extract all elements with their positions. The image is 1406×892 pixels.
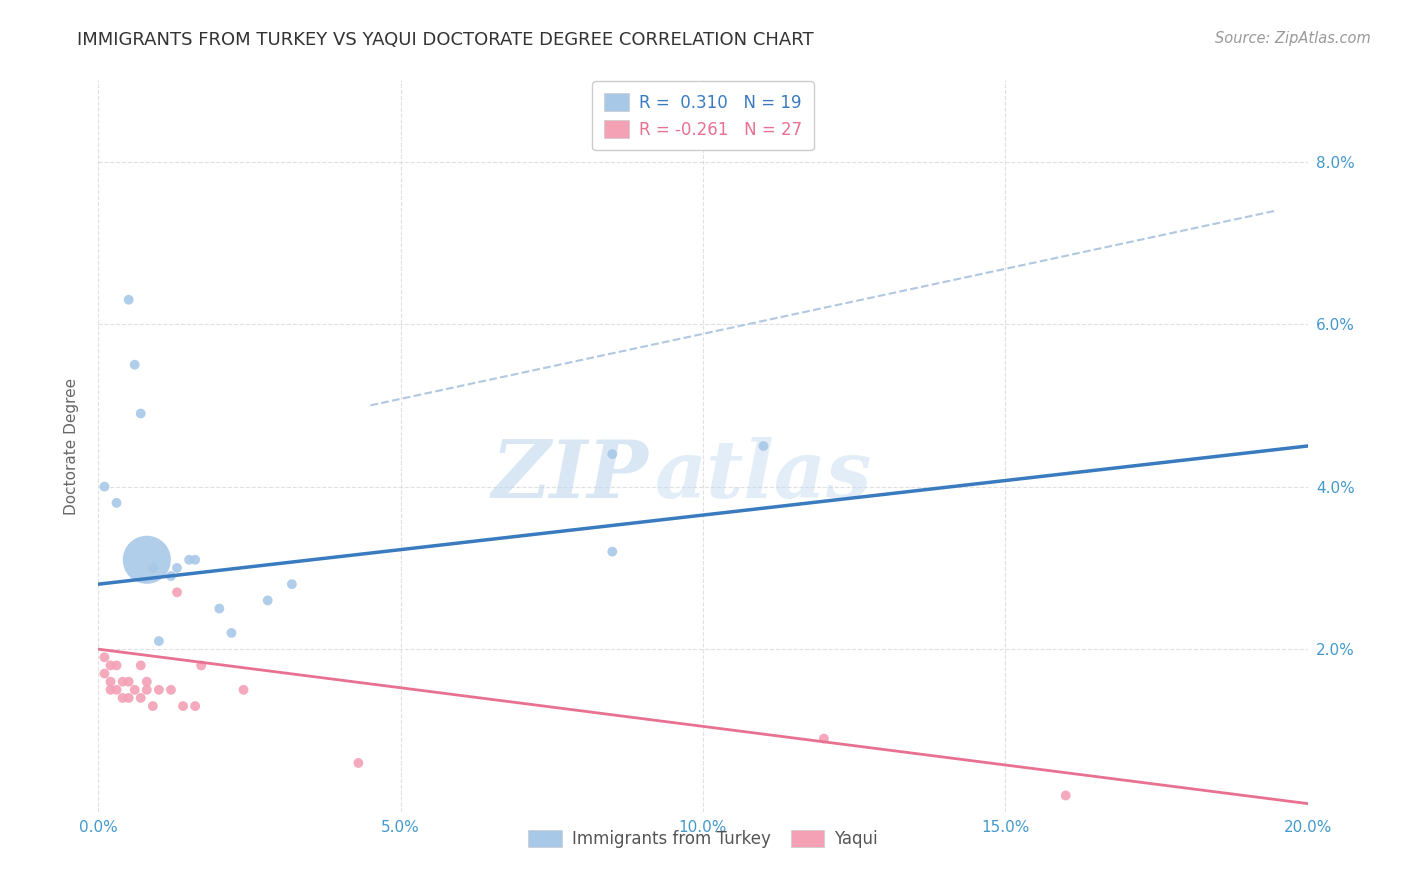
Point <box>129 407 152 421</box>
Point <box>166 561 188 575</box>
Text: atlas: atlas <box>655 436 872 514</box>
Point <box>347 756 370 770</box>
Point <box>208 601 231 615</box>
Point <box>93 480 115 494</box>
Point <box>93 666 115 681</box>
Point <box>105 682 128 697</box>
Point <box>813 731 835 746</box>
Point <box>232 682 254 697</box>
Y-axis label: Doctorate Degree: Doctorate Degree <box>65 377 79 515</box>
Point <box>135 553 157 567</box>
Legend: R =  0.310   N = 19, R = -0.261   N = 27: R = 0.310 N = 19, R = -0.261 N = 27 <box>592 81 814 150</box>
Point <box>135 682 157 697</box>
Point <box>129 658 152 673</box>
Point <box>184 699 207 714</box>
Point <box>256 593 278 607</box>
Point <box>179 553 201 567</box>
Point <box>100 674 122 689</box>
Point <box>184 553 207 567</box>
Point <box>93 650 115 665</box>
Point <box>160 569 183 583</box>
Point <box>752 439 775 453</box>
Point <box>281 577 304 591</box>
Point <box>118 690 141 705</box>
Point <box>129 690 152 705</box>
Point <box>124 358 146 372</box>
Point <box>100 658 122 673</box>
Text: IMMIGRANTS FROM TURKEY VS YAQUI DOCTORATE DEGREE CORRELATION CHART: IMMIGRANTS FROM TURKEY VS YAQUI DOCTORAT… <box>77 31 814 49</box>
Text: Source: ZipAtlas.com: Source: ZipAtlas.com <box>1215 31 1371 46</box>
Point <box>172 699 194 714</box>
Point <box>166 585 188 599</box>
Point <box>142 699 165 714</box>
Point <box>1054 789 1077 803</box>
Point <box>111 674 134 689</box>
Point <box>111 690 134 705</box>
Point <box>105 496 128 510</box>
Point <box>148 682 170 697</box>
Point <box>118 674 141 689</box>
Point <box>124 682 146 697</box>
Point <box>148 634 170 648</box>
Point <box>118 293 141 307</box>
Text: ZIP: ZIP <box>492 436 648 514</box>
Point <box>602 447 624 461</box>
Point <box>105 658 128 673</box>
Point <box>142 561 165 575</box>
Point <box>100 682 122 697</box>
Point <box>221 626 243 640</box>
Point <box>160 682 183 697</box>
Point <box>602 544 624 558</box>
Point <box>135 674 157 689</box>
Point <box>190 658 212 673</box>
